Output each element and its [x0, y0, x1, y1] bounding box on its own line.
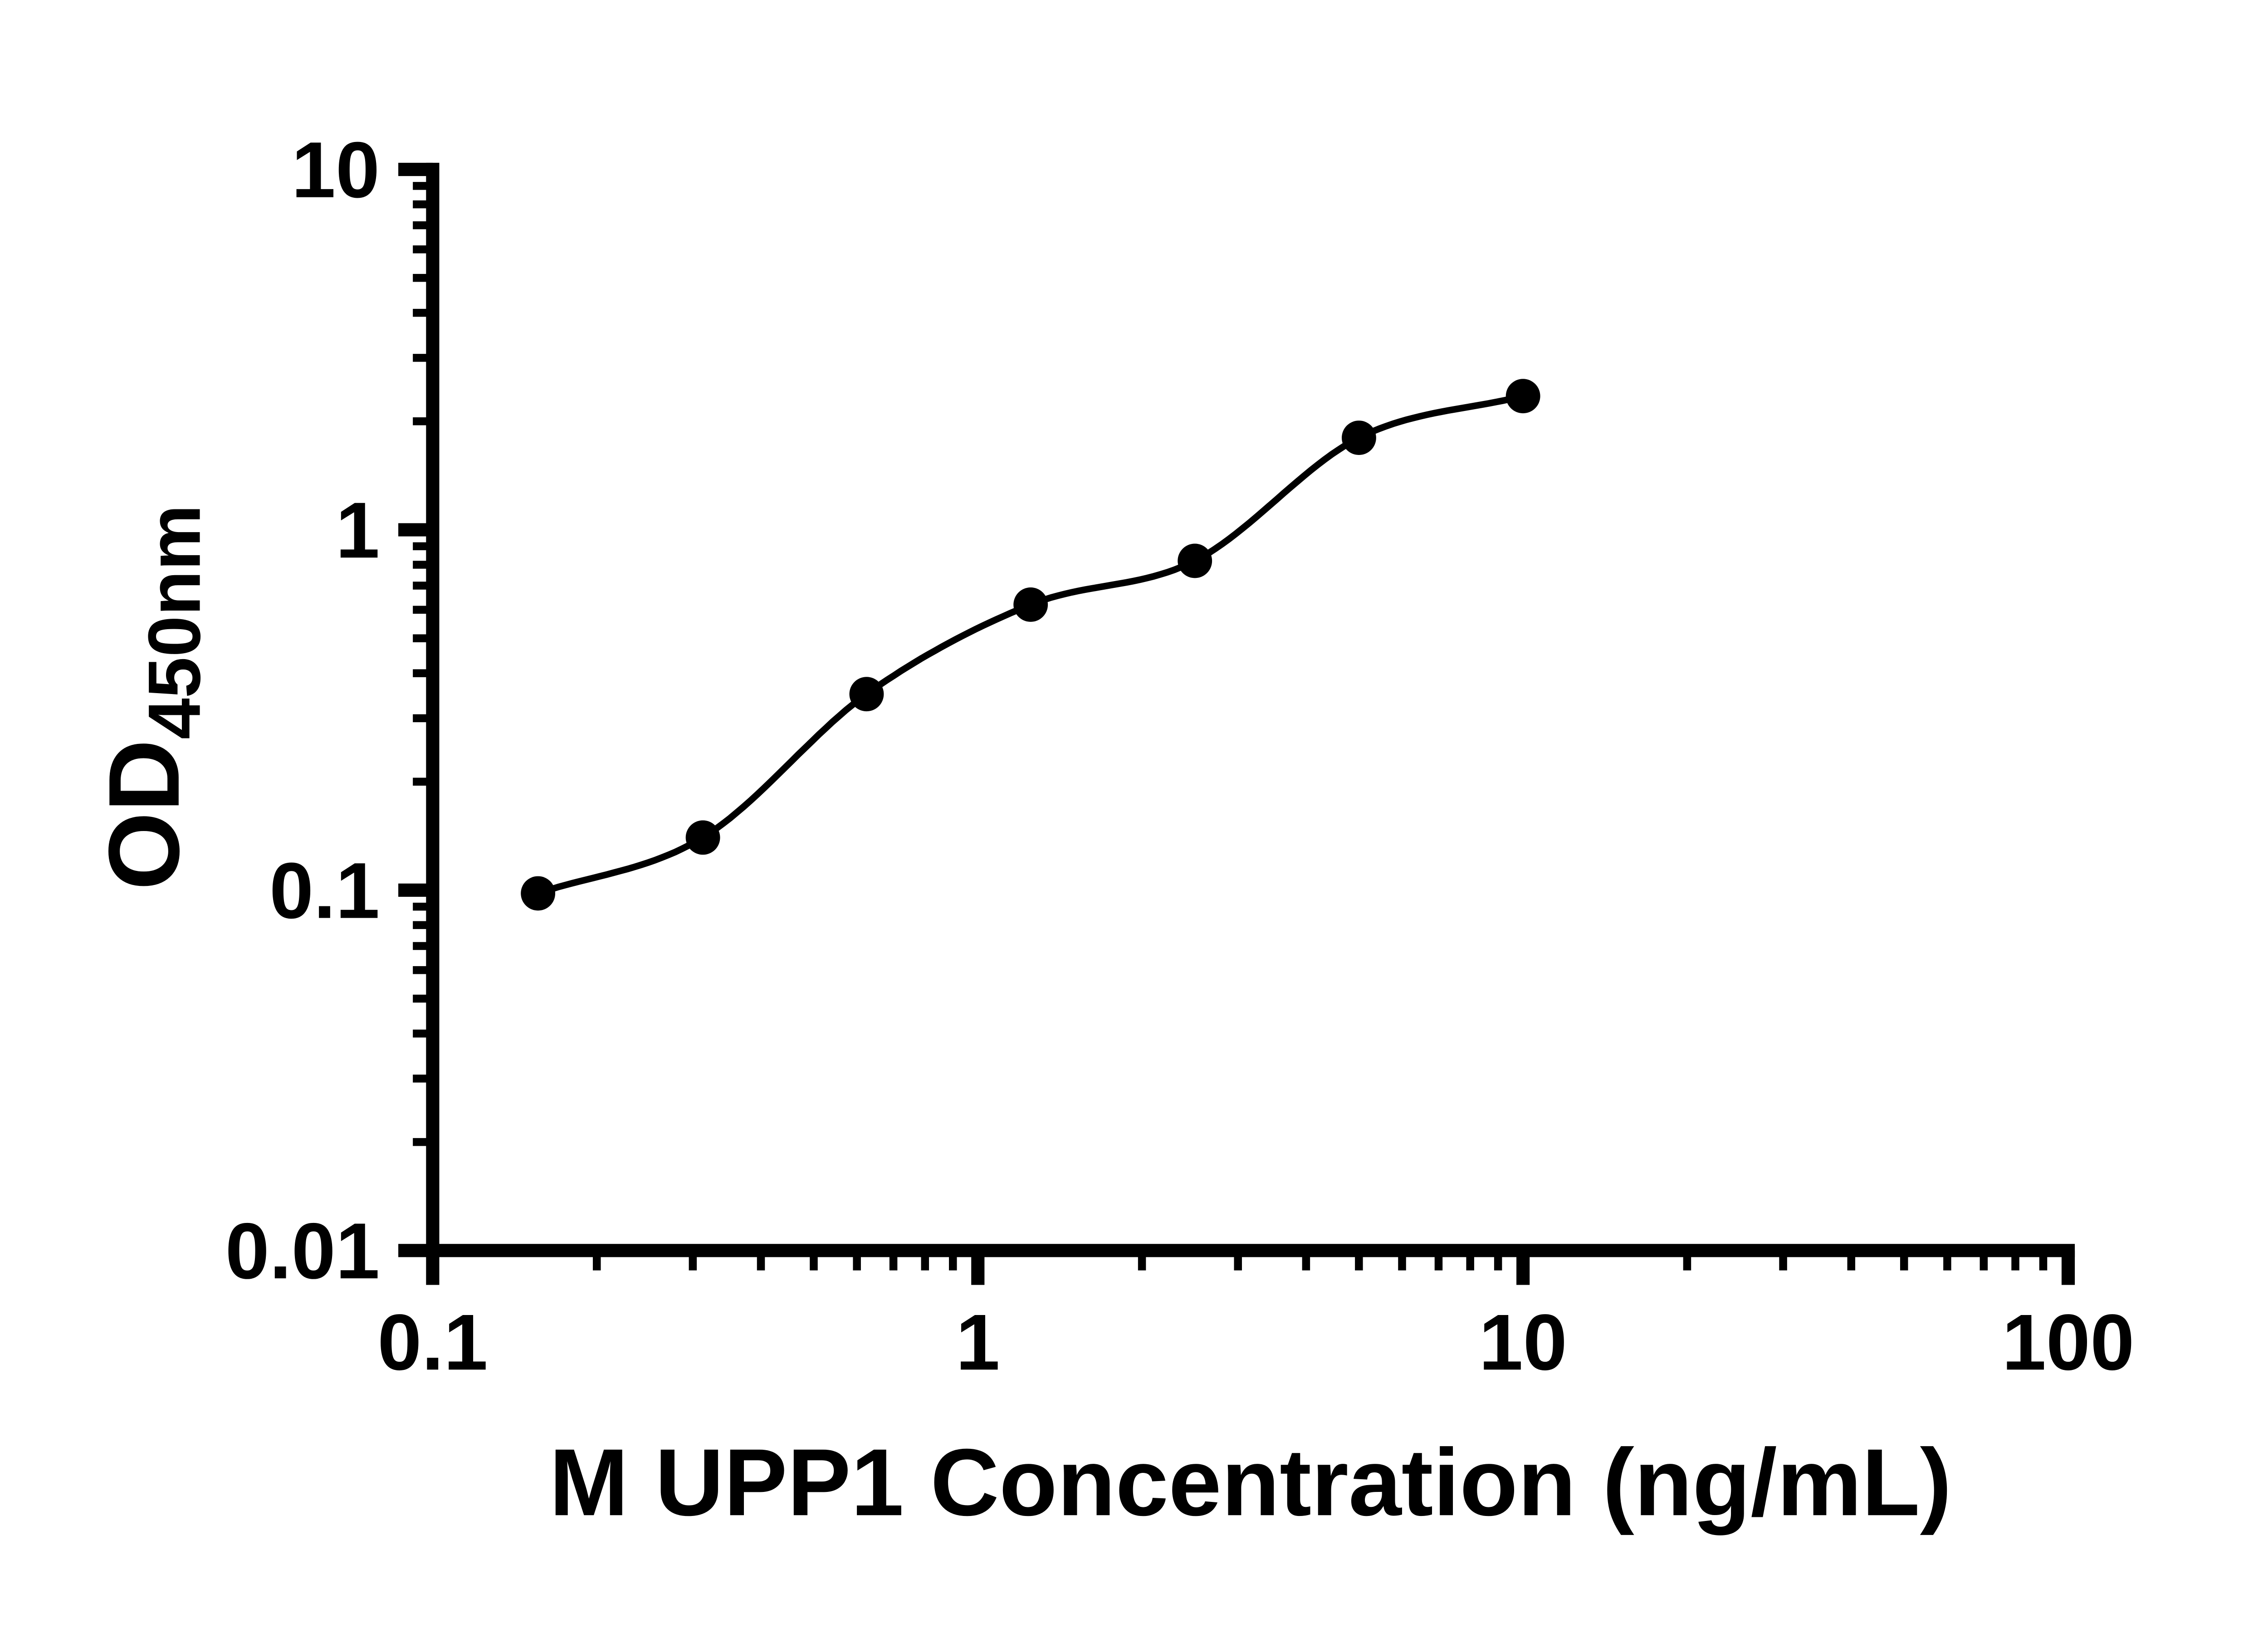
data-point — [1013, 587, 1048, 622]
y-tick-label: 10 — [292, 126, 380, 215]
data-point — [1341, 420, 1376, 455]
axes — [426, 162, 2075, 1257]
y-tick-label: 1 — [336, 486, 380, 575]
data-point — [1178, 543, 1212, 578]
fit-curve-path — [534, 392, 1526, 897]
data-point — [521, 876, 556, 911]
y-axis-title: OD450nm — [88, 504, 216, 890]
y-axis-title-base: OD — [88, 739, 200, 890]
x-axis-title: M UPP1 Concentration (ng/mL) — [549, 1429, 1952, 1535]
data-points — [521, 379, 1540, 911]
y-axis-title-subscript: 450nm — [132, 504, 215, 739]
data-point — [685, 820, 720, 855]
fit-curve — [534, 392, 1526, 897]
data-point — [1505, 379, 1540, 414]
data-point — [849, 677, 884, 712]
y-tick-label: 0.1 — [269, 847, 380, 935]
ticks — [398, 162, 2075, 1285]
x-tick-label: 0.1 — [377, 1298, 488, 1387]
x-tick-label: 1 — [956, 1298, 1000, 1387]
x-tick-label: 100 — [2002, 1298, 2135, 1387]
x-tick-label: 10 — [1479, 1298, 1567, 1387]
svg-text:OD450nm: OD450nm — [88, 504, 216, 890]
y-tick-label: 0.01 — [225, 1207, 380, 1296]
